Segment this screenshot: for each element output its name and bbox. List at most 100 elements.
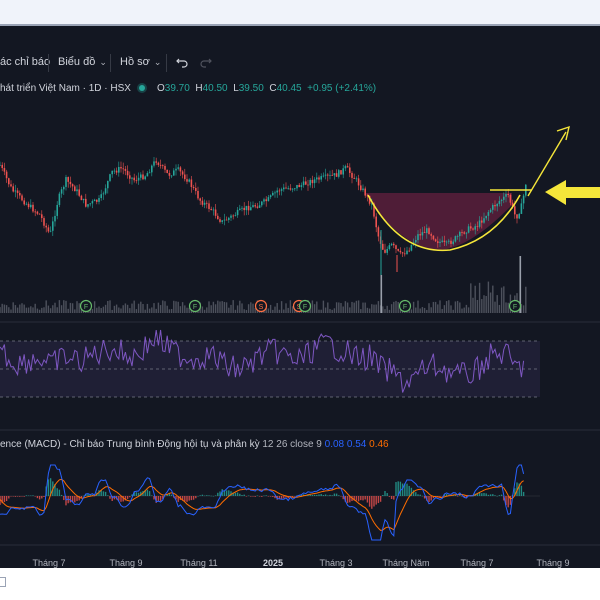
event-marker[interactable]: S (254, 299, 268, 313)
volume-bar (408, 308, 410, 313)
macd-histogram-bar (243, 494, 245, 496)
macd-histogram-bar (357, 496, 360, 502)
event-marker-circle (508, 299, 522, 313)
macd-histogram-bar (76, 496, 78, 501)
macd-histogram-bar (274, 496, 276, 499)
macd-histogram-bar (201, 494, 204, 496)
candle-body (82, 198, 85, 201)
undo-button[interactable] (176, 56, 188, 68)
macd-histogram-bar (300, 495, 303, 496)
volume-bar (373, 304, 375, 313)
macd-value: 0.08 (324, 439, 345, 450)
candle-body (492, 205, 494, 210)
volume-bar (118, 307, 120, 313)
volume-bar (252, 303, 254, 313)
volume-bar (179, 306, 182, 313)
candle-body (208, 203, 210, 209)
candle-body (63, 186, 65, 190)
candle-body (177, 167, 179, 169)
volume-bar (151, 307, 153, 313)
candle-body (186, 179, 188, 182)
macd-histogram-bar (518, 483, 520, 496)
candle-body (322, 175, 325, 177)
candle-body (298, 184, 300, 188)
volume-bar (500, 287, 503, 313)
volume-bar (126, 304, 129, 313)
candle-body (500, 199, 503, 202)
profile-menu-button[interactable]: Hồ sơ ⌄ (120, 56, 161, 68)
volume-bar (443, 305, 446, 313)
volume-bar (63, 300, 65, 313)
candle-body (23, 200, 25, 205)
candle-body (221, 220, 223, 222)
event-marker[interactable]: F (398, 299, 412, 313)
candle-body (25, 203, 28, 205)
macd-histogram-bar (483, 492, 485, 496)
browser-top-strip (0, 0, 600, 26)
volume-bar (428, 303, 430, 313)
candle-body (309, 179, 311, 186)
candle-body (401, 252, 404, 254)
candle-body (74, 186, 76, 192)
event-marker[interactable]: F (79, 299, 93, 313)
chart-menu-button[interactable]: Biểu đồ ⌄ (58, 56, 107, 68)
volume-bar (467, 307, 470, 313)
candle-body (168, 172, 171, 176)
volume-bar (487, 281, 490, 313)
candle-body (170, 175, 173, 177)
candle-body (65, 177, 67, 187)
candle-body (311, 179, 314, 184)
macd-histogram-bar (454, 494, 457, 496)
macd-title[interactable]: ence (MACD) - Chỉ báo Trung bình Động hộ… (0, 439, 260, 450)
candle-body (252, 205, 254, 208)
time-axis-label: Tháng Năm (382, 558, 430, 568)
redo-button[interactable] (200, 56, 212, 68)
volume-bar (278, 309, 281, 313)
volume-bar (329, 308, 331, 313)
macd-histogram-bar (219, 491, 221, 496)
volume-bar (280, 301, 283, 313)
macd-histogram-bar (465, 496, 468, 498)
candle-body (188, 179, 190, 182)
candle-body (485, 215, 487, 219)
annotations (367, 125, 600, 252)
candle-body (199, 198, 201, 201)
candle-body (509, 194, 512, 203)
macd-histogram-bar (320, 494, 322, 496)
volume-bar (122, 305, 124, 313)
macd-histogram-bar (58, 489, 61, 496)
event-marker[interactable]: F (298, 299, 312, 313)
macd-histogram-bar (25, 495, 28, 496)
volume-bar (137, 303, 140, 313)
volume-bar (434, 301, 437, 313)
volume-bar (525, 286, 527, 313)
candle-body (487, 212, 490, 216)
volume-bar (69, 302, 72, 313)
volume-bar (476, 299, 479, 313)
volume-bar (423, 307, 426, 313)
candle-body (283, 187, 285, 190)
close-value: 40.45 (276, 82, 302, 94)
event-marker[interactable]: F (508, 299, 522, 313)
event-marker[interactable]: F (188, 299, 202, 313)
volume-bar (375, 304, 377, 313)
candle-body (474, 226, 476, 230)
volume-bar (472, 297, 474, 313)
volume-bar (153, 303, 155, 313)
candle-body (115, 170, 118, 173)
chevron-down-icon: ⌄ (153, 56, 162, 67)
volume-bar (421, 307, 424, 313)
macd-histogram-bar (461, 496, 463, 497)
indicators-button[interactable]: ác chỉ báo (0, 56, 50, 68)
macd-params: 12 26 close 9 (262, 439, 322, 450)
volume-bar (481, 299, 483, 313)
candle-body (148, 172, 151, 174)
candle-body (91, 201, 94, 204)
volume-bar (371, 304, 373, 313)
volume-bar (107, 300, 109, 313)
symbol-name[interactable]: hát triển Việt Nam · 1D · HSX (0, 82, 131, 94)
candle-body (16, 190, 19, 193)
candle-body (430, 234, 432, 236)
event-marker-circle (188, 299, 202, 313)
